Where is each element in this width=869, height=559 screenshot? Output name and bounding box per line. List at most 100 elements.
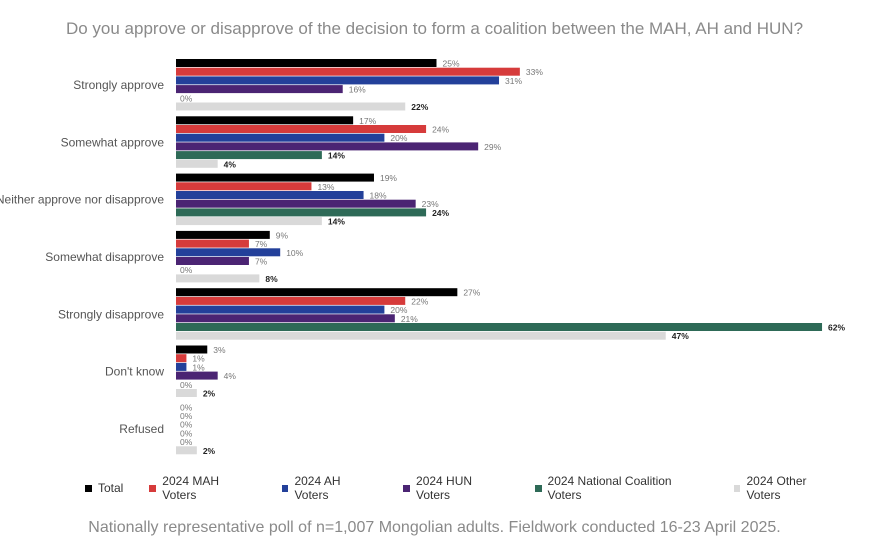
legend-label: 2024 MAH Voters xyxy=(162,474,219,502)
data-label: 24% xyxy=(432,125,449,135)
data-label: 0% xyxy=(180,402,193,412)
legend-swatch xyxy=(149,484,157,492)
data-label: 27% xyxy=(463,288,480,298)
bar xyxy=(176,142,479,151)
category-label: Don't know xyxy=(105,365,164,379)
data-label: 0% xyxy=(180,420,193,430)
bar xyxy=(176,208,427,217)
data-label: 22% xyxy=(411,296,428,306)
data-label: 23% xyxy=(422,199,439,209)
category-label: Strongly approve xyxy=(73,78,164,92)
legend-swatch xyxy=(281,484,289,492)
data-label: 29% xyxy=(484,142,501,152)
data-label: 62% xyxy=(828,323,845,333)
bar xyxy=(176,85,343,94)
footnote: Nationally representative poll of n=1,00… xyxy=(88,519,781,536)
data-label: 20% xyxy=(390,305,407,315)
category-label: Refused xyxy=(119,422,164,436)
legend-swatch xyxy=(733,484,741,492)
legend: Total 2024 MAH Voters 2024 AH Voters 2024 H… xyxy=(85,474,869,502)
data-label: 47% xyxy=(672,331,689,341)
data-label: 0% xyxy=(180,265,193,275)
bar-chart: Strongly approve 25% 33% 31% 16% 0% 22% Somewha… xyxy=(0,59,845,456)
data-label: 8% xyxy=(265,274,278,284)
bar xyxy=(176,182,312,191)
data-label: 9% xyxy=(276,230,289,240)
data-label: 33% xyxy=(526,67,543,77)
data-label: 17% xyxy=(359,116,376,126)
category-label: Somewhat disapprove xyxy=(45,250,164,264)
bar xyxy=(176,314,395,323)
data-label: 22% xyxy=(411,102,428,112)
data-label: 19% xyxy=(380,173,397,183)
bar xyxy=(176,173,374,182)
data-label: 21% xyxy=(401,314,418,324)
data-label: 1% xyxy=(192,362,205,372)
legend-item: 2024 MAH Voters xyxy=(149,474,255,502)
bar xyxy=(176,257,249,265)
data-label: 3% xyxy=(213,345,226,355)
legend-swatch xyxy=(85,484,92,492)
data-label: 13% xyxy=(317,182,334,192)
bar xyxy=(176,217,322,226)
data-label: 31% xyxy=(505,76,522,86)
bar xyxy=(176,102,406,111)
data-label: 25% xyxy=(443,59,460,69)
data-label: 0% xyxy=(180,428,193,438)
legend-item: 2024 HUN Voters xyxy=(403,474,508,502)
bar xyxy=(176,362,187,371)
bar xyxy=(176,116,354,125)
bar xyxy=(176,354,187,363)
bar xyxy=(176,76,500,85)
bar xyxy=(176,345,208,354)
data-label: 20% xyxy=(390,133,407,143)
data-label: 14% xyxy=(328,151,345,161)
bar xyxy=(176,239,249,248)
data-label: 4% xyxy=(224,371,237,381)
bar xyxy=(176,296,406,305)
legend-label: 2024 Other Voters xyxy=(746,474,807,502)
data-label: 2% xyxy=(203,446,216,456)
legend-item: 2024 National Coalition Voters xyxy=(534,474,708,502)
bar xyxy=(176,371,218,380)
legend-swatch xyxy=(534,484,542,492)
bar xyxy=(176,446,197,455)
category-label: Strongly disapprove xyxy=(58,307,164,321)
bar xyxy=(176,323,823,331)
bar xyxy=(176,274,260,283)
category-label: Somewhat approve xyxy=(61,135,165,149)
legend-label: 2024 National Coalition Voters xyxy=(547,474,672,502)
data-label: 2% xyxy=(203,389,216,399)
bar xyxy=(176,288,458,297)
bar xyxy=(176,305,385,314)
legend-item: Total xyxy=(85,474,123,502)
data-label: 0% xyxy=(180,93,193,103)
legend-label: Total xyxy=(98,481,124,495)
chart-title: Do you approve or disapprove of the deci… xyxy=(65,19,804,38)
bar xyxy=(176,59,437,67)
data-label: 0% xyxy=(180,380,193,390)
bar xyxy=(176,331,666,340)
data-label: 7% xyxy=(255,239,268,249)
data-label: 18% xyxy=(370,191,387,201)
data-label: 0% xyxy=(180,411,193,421)
legend-swatch xyxy=(403,484,411,492)
bar xyxy=(176,248,281,257)
bar xyxy=(176,389,197,397)
data-label: 1% xyxy=(192,354,205,364)
data-label: 7% xyxy=(255,257,268,267)
bar xyxy=(176,159,218,168)
data-label: 14% xyxy=(328,217,345,227)
bar xyxy=(176,133,385,142)
data-label: 24% xyxy=(432,208,449,218)
category-label: Neither approve nor disapprove xyxy=(0,193,164,207)
data-label: 0% xyxy=(180,437,193,447)
data-label: 4% xyxy=(224,159,237,169)
data-label: 10% xyxy=(286,248,303,258)
legend-item: 2024 Other Voters xyxy=(733,474,843,502)
data-label: 16% xyxy=(349,85,366,95)
bar xyxy=(176,125,427,133)
legend-label: 2024 AH Voters xyxy=(294,474,341,502)
legend-item: 2024 AH Voters xyxy=(281,474,378,502)
